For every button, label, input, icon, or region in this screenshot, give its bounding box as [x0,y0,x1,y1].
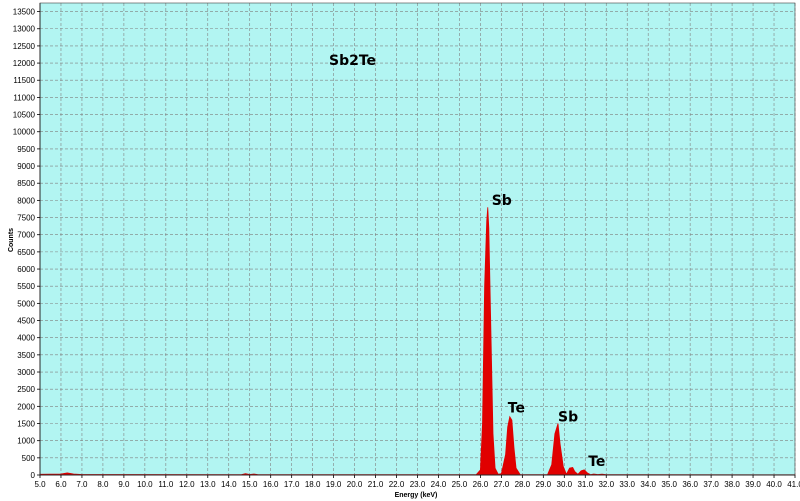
x-tick-label: 21.0 [368,480,384,489]
series-layer [39,207,796,476]
peak-label: Sb [558,410,578,426]
y-tick-label: 7000 [17,231,35,240]
y-axis-title: Counts [8,228,15,252]
y-tick-label: 11500 [13,76,35,85]
y-tick-label: 4500 [17,317,35,326]
x-tick-label: 33.0 [619,480,635,489]
y-tick-label: 11000 [13,93,35,102]
x-tick-label: 32.0 [598,480,614,489]
tick-labels: 5.0 6.0 7.0 8.0 9.0 10.0 11.0 12.0 13.0 14.0 15.0 1… [13,8,800,489]
x-tick-label: 20.0 [347,480,363,489]
peak-label: Te [508,401,525,417]
x-tick-label: 26.0 [473,480,489,489]
x-tick-label: 17.0 [284,480,300,489]
x-tick-label: 29.0 [536,480,552,489]
x-tick-label: 18.0 [305,480,321,489]
y-tick-label: 6500 [17,248,35,257]
x-tick-label: 12.0 [179,480,195,489]
x-tick-label: 22.0 [389,480,405,489]
x-tick-label: 27.0 [494,480,510,489]
x-tick-label: 19.0 [326,480,342,489]
y-tick-label: 3500 [17,351,35,360]
y-tick-label: 4000 [17,334,35,343]
x-tick-label: 10.0 [137,480,153,489]
x-tick-label: 37.0 [703,480,719,489]
y-tick-label: 500 [22,454,36,463]
x-tick-label: 5.0 [34,480,46,489]
y-tick-label: 12500 [13,42,36,51]
x-tick-label: 30.0 [557,480,573,489]
x-tick-label: 6.0 [55,480,67,489]
x-tick-label: 41.0 [787,480,800,489]
x-tick-label: 7.0 [76,480,88,489]
x-tick-label: 40.0 [766,480,782,489]
x-tick-label: 35.0 [661,480,677,489]
x-tick-label: 16.0 [263,480,279,489]
y-tick-label: 13000 [13,25,36,34]
x-tick-label: 34.0 [640,480,656,489]
y-tick-label: 9000 [17,162,35,171]
y-tick-label: 1000 [17,437,35,446]
y-tick-label: 10000 [13,128,36,137]
x-tick-label: 11.0 [158,480,174,489]
peak-label: Sb [492,193,512,209]
y-tick-label: 5000 [17,299,35,308]
x-tick-label: 39.0 [745,480,761,489]
grid-lines [39,3,796,476]
y-tick-label: 0 [31,471,36,480]
y-tick-label: 5500 [17,282,35,291]
x-axis-title: Energy (keV) [395,492,438,499]
x-tick-label: 36.0 [682,480,698,489]
x-tick-label: 28.0 [515,480,531,489]
x-tick-label: 24.0 [431,480,447,489]
y-tick-label: 2000 [17,402,35,411]
y-tick-label: 3000 [17,368,35,377]
spectrum-area [39,207,796,476]
y-tick-label: 1500 [17,420,35,429]
x-tick-label: 38.0 [724,480,740,489]
x-tick-label: 13.0 [200,480,216,489]
y-tick-label: 8000 [17,196,35,205]
x-tick-label: 14.0 [221,480,237,489]
y-tick-label: 13500 [13,8,36,17]
annotations: Sb Te Sb Te [492,193,606,470]
y-tick-label: 7500 [17,214,35,223]
y-tick-label: 6000 [17,265,35,274]
x-tick-label: 23.0 [410,480,426,489]
chart-title: Sb2Te [329,53,376,69]
peak-label: Te [588,454,605,470]
y-tick-label: 10500 [13,111,36,120]
x-tick-label: 25.0 [452,480,468,489]
y-tick-label: 9500 [17,145,35,154]
x-tick-label: 15.0 [242,480,258,489]
x-tick-label: 31.0 [577,480,593,489]
x-tick-label: 8.0 [97,480,109,489]
y-tick-label: 12000 [13,59,36,68]
x-tick-label: 9.0 [118,480,130,489]
y-tick-label: 2500 [17,385,35,394]
y-tick-label: 8500 [17,179,35,188]
